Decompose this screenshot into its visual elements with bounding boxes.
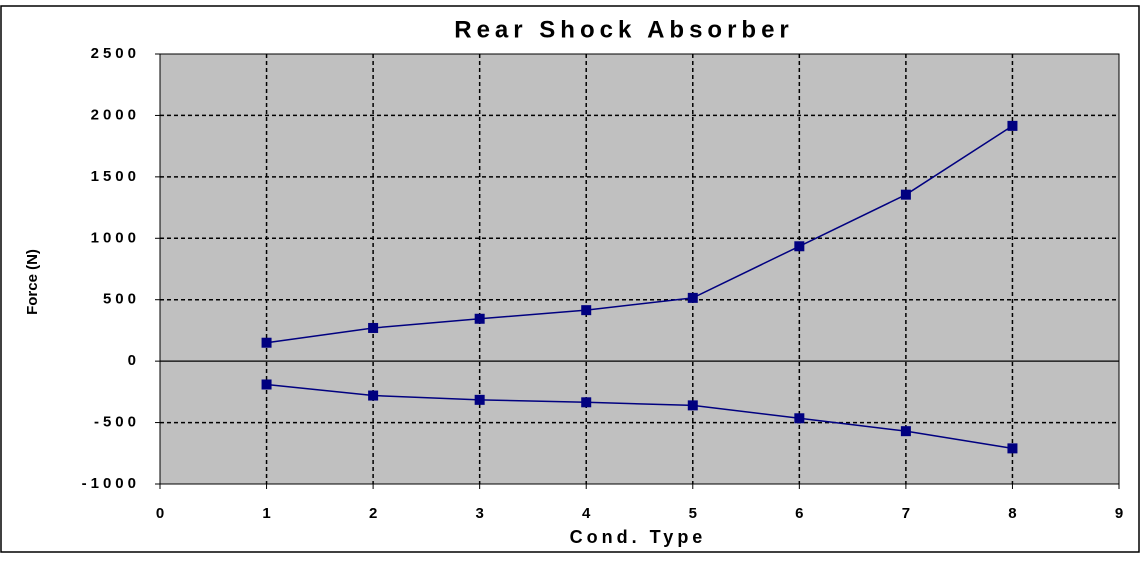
point [1007,443,1018,454]
x-tick-label: 0 [156,505,164,522]
series-line [266,383,1013,450]
y-tick-label: 1000 [91,229,140,246]
point [474,313,485,324]
y-tick-label: -1000 [82,475,140,492]
y-axis-label: Force (N) [24,249,41,315]
x-axis-label: Cond. Type [570,527,707,547]
point [474,394,485,405]
point [368,322,379,333]
x-tick-label: 1 [262,505,270,522]
y-tick-label: -500 [94,414,140,431]
point [581,397,592,408]
x-tick-label: 3 [475,505,483,522]
y-tick-label: 2000 [91,106,140,123]
point [900,426,911,437]
y-tick-label: 500 [103,291,140,308]
x-tick-label: 5 [689,505,697,522]
point [581,305,592,316]
point [900,189,911,200]
y-tick-label: 0 [128,352,140,369]
y-tick-label: 2500 [91,45,140,62]
x-tick-label: 6 [795,505,803,522]
point [368,390,379,401]
point [261,337,272,348]
plot-area [159,53,1120,485]
x-tick-label: 2 [369,505,377,522]
point [1007,120,1018,131]
point [261,379,272,390]
x-tick-label: 9 [1115,505,1123,522]
x-tick-label: 7 [902,505,910,522]
series-line [266,125,1013,344]
chart-title: Rear Shock Absorber [454,16,794,43]
x-tick-label: 4 [582,505,591,522]
point [687,400,698,411]
point [794,413,805,424]
x-tick-label: 8 [1008,505,1016,522]
y-tick-label: 1500 [91,168,140,185]
point [794,241,805,252]
point [687,292,698,303]
